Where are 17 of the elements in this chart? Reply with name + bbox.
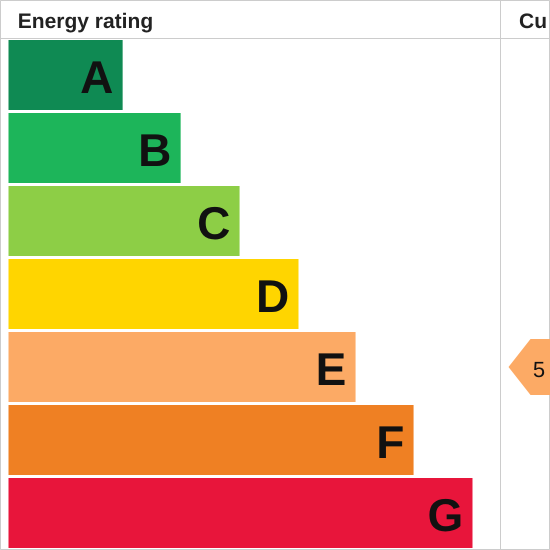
y-tick-label: E	[316, 343, 346, 395]
bar	[8, 40, 123, 110]
chart-title: Energy rating	[18, 10, 154, 33]
y-tick-label: B	[138, 124, 172, 176]
bar	[8, 332, 356, 402]
bar	[8, 113, 181, 183]
bar	[8, 186, 240, 256]
bar	[8, 259, 298, 329]
y-tick-label: A	[80, 51, 114, 103]
y-tick-label: C	[197, 197, 230, 249]
bar	[8, 478, 472, 548]
text: 5	[532, 357, 546, 382]
text: Cu	[519, 10, 548, 33]
y-tick-label: D	[256, 270, 290, 322]
y-tick-label: G	[427, 489, 464, 541]
y-tick-label: F	[376, 416, 404, 468]
bar	[8, 405, 414, 475]
